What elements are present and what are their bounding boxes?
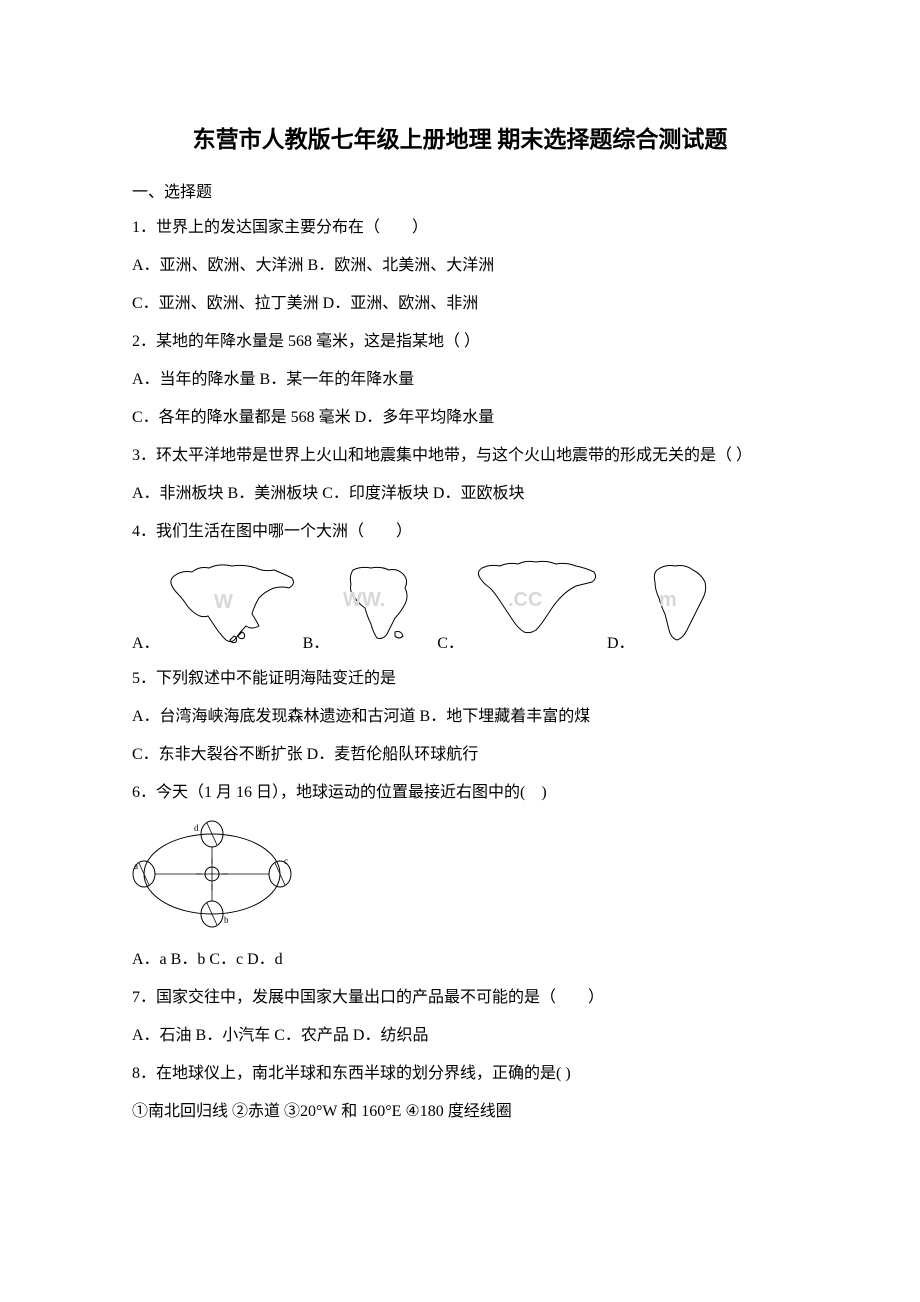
page-title: 东营市人教版七年级上册地理 期末选择题综合测试题 [100,120,820,154]
q7-text: 7．国家交往中，发展中国家大量出口的产品最不可能的是（ ） [100,986,820,1010]
q4-text: 4．我们生活在图中哪一个大洲（ ） [100,520,820,544]
q1-options-ab: A．亚洲、欧洲、大洋洲 B．欧洲、北美洲、大洋洲 [100,254,820,278]
svg-text:m: m [659,589,677,611]
q4-label-c: C． [437,629,464,653]
q4-label-d: D． [607,629,635,653]
q8-text: 8．在地球仪上，南北半球和东西半球的划分界线，正确的是( ) [100,1062,820,1086]
q4-label-a: A． [132,629,160,653]
svg-text:b: b [224,915,229,925]
q4-image-row: A． W B． WW. C． .CC D． m [100,558,820,653]
q6-text: 6．今天（1 月 16 日），地球运动的位置最接近右图中的( ) [100,781,820,805]
q5-options-cd: C．东非大裂谷不断扩张 D．麦哲伦船队环球航行 [100,743,820,767]
svg-text:.CC: .CC [508,589,542,611]
q3-text: 3．环太平洋地带是世界上火山和地震集中地带，与这个火山地震带的形成无关的是（ ） [100,444,820,468]
q6-options: A．a B．b C．c D．d [100,948,820,972]
continent-africa-icon: WW. [333,558,433,653]
svg-text:c: c [284,856,288,866]
section-header: 一、选择题 [100,178,820,202]
q2-options-cd: C．各年的降水量都是 568 毫米 D．多年平均降水量 [100,406,820,430]
q2-options-ab: A．当年的降水量 B．某一年的年降水量 [100,368,820,392]
svg-text:d: d [194,823,199,833]
q1-options-cd: C．亚洲、欧洲、拉丁美洲 D．亚洲、欧洲、非洲 [100,292,820,316]
q7-options: A．石油 B．小汽车 C．农产品 D．纺织品 [100,1024,820,1048]
q2-text: 2．某地的年降水量是 568 毫米，这是指某地（ ） [100,330,820,354]
continent-namerica-icon: .CC [468,558,603,653]
svg-text:W: W [214,591,233,613]
q4-label-b: B． [303,629,330,653]
q6-orbit-diagram: a d c b [132,819,820,934]
q5-text: 5．下列叙述中不能证明海陆变迁的是 [100,667,820,691]
continent-samerica-icon: m [639,558,724,653]
orbit-diagram-icon: a d c b [132,819,292,934]
q5-options-ab: A．台湾海峡海底发现森林遗迹和古河道 B．地下埋藏着丰富的煤 [100,705,820,729]
q3-options: A．非洲板块 B．美洲板块 C．印度洋板块 D．亚欧板块 [100,482,820,506]
q1-text: 1．世界上的发达国家主要分布在（ ） [100,216,820,240]
q8-options: ①南北回归线 ②赤道 ③20°W 和 160°E ④180 度经线圈 [100,1100,820,1124]
svg-text:a: a [134,861,138,871]
svg-text:WW.: WW. [343,589,385,611]
continent-asia-icon: W [164,558,299,653]
